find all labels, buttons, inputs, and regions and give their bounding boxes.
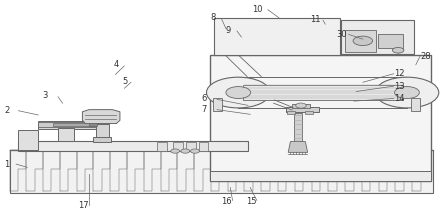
Text: 15: 15 xyxy=(246,197,256,206)
Bar xyxy=(213,98,222,111)
Bar xyxy=(198,142,208,151)
Circle shape xyxy=(392,48,404,53)
Bar xyxy=(305,111,313,114)
Bar xyxy=(286,107,319,112)
Circle shape xyxy=(375,77,439,108)
Bar xyxy=(287,111,295,114)
Text: 6: 6 xyxy=(202,94,207,103)
Bar xyxy=(294,113,302,142)
Bar xyxy=(58,128,74,141)
Bar xyxy=(214,18,340,55)
Bar xyxy=(378,34,403,48)
Bar xyxy=(96,124,109,141)
Text: 3: 3 xyxy=(43,91,48,100)
Circle shape xyxy=(206,77,270,108)
Circle shape xyxy=(190,149,199,153)
Bar xyxy=(38,121,98,129)
Text: 7: 7 xyxy=(202,105,207,114)
Bar xyxy=(243,85,403,100)
Bar xyxy=(89,123,97,126)
Circle shape xyxy=(295,103,306,108)
Bar xyxy=(345,29,376,52)
Bar xyxy=(210,55,431,181)
Bar xyxy=(173,142,183,151)
Bar xyxy=(38,123,96,127)
Text: 14: 14 xyxy=(394,94,404,103)
Text: 4: 4 xyxy=(113,60,119,69)
Bar xyxy=(341,20,414,54)
Polygon shape xyxy=(82,110,120,124)
Circle shape xyxy=(353,36,373,46)
Text: 12: 12 xyxy=(394,69,404,78)
Circle shape xyxy=(226,87,251,98)
Text: 8: 8 xyxy=(210,13,216,22)
Text: 5: 5 xyxy=(122,77,128,86)
Text: 11: 11 xyxy=(310,15,320,25)
Text: 28: 28 xyxy=(420,52,431,61)
Text: 2: 2 xyxy=(4,106,9,115)
Text: 16: 16 xyxy=(222,197,232,206)
Text: 13: 13 xyxy=(394,82,404,91)
Circle shape xyxy=(395,87,420,98)
Bar xyxy=(157,142,167,151)
Polygon shape xyxy=(288,141,307,152)
Text: 10: 10 xyxy=(253,5,263,14)
Text: 17: 17 xyxy=(78,201,89,210)
Text: 30: 30 xyxy=(336,30,347,39)
Text: 9: 9 xyxy=(226,26,231,35)
Circle shape xyxy=(181,149,190,153)
Bar xyxy=(18,130,38,150)
Text: 1: 1 xyxy=(4,160,9,169)
Bar xyxy=(53,123,95,126)
Bar xyxy=(412,98,420,111)
Bar xyxy=(186,142,196,151)
Circle shape xyxy=(171,149,179,153)
Bar xyxy=(18,141,248,151)
Bar xyxy=(210,171,431,181)
Bar xyxy=(93,137,111,142)
Bar xyxy=(292,104,310,108)
Bar xyxy=(10,150,433,193)
